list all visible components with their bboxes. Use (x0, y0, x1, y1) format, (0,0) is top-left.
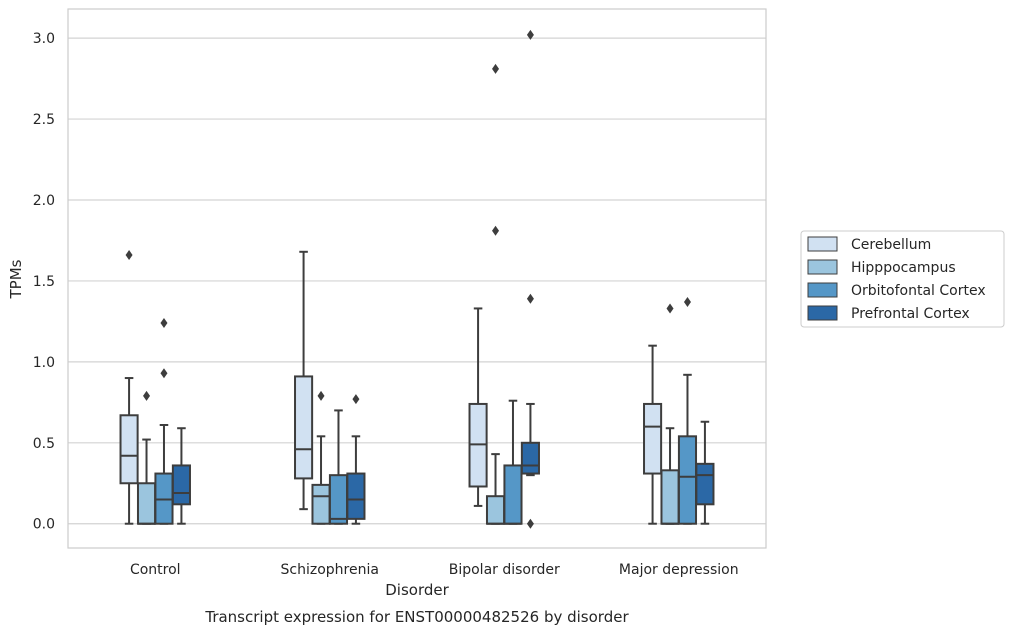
y-axis-title: TPMs (7, 259, 25, 299)
box-2-2 (503, 399, 523, 525)
legend-swatch (807, 305, 838, 321)
box-0-1 (136, 390, 157, 525)
box-body (485, 495, 506, 525)
box-1-3 (346, 394, 366, 525)
outlier-point (143, 390, 151, 401)
box-1-0 (294, 250, 314, 511)
outlier-point (526, 29, 534, 40)
legend-swatch (807, 236, 838, 252)
x-tick-label: Schizophrenia (281, 562, 379, 578)
box-body (346, 472, 366, 520)
outlier-point (160, 318, 168, 329)
box-body (311, 483, 331, 525)
y-tick-label: 3.0 (33, 31, 55, 47)
box-body (136, 482, 157, 525)
legend-label: Cerebellum (851, 237, 931, 253)
box-1-2 (328, 409, 349, 525)
outlier-point (666, 303, 674, 314)
outlier-point (125, 250, 133, 261)
outlier-point (352, 394, 360, 405)
plot-area-frame (67, 8, 767, 549)
x-tick-labels: Control Schizophrenia Bipolar disorder Majo… (130, 562, 739, 578)
legend-items: Cerebellum Hipppocampus Orbitofontal Corte… (807, 236, 986, 322)
box-0-2 (154, 318, 174, 525)
box-0-0 (119, 250, 139, 525)
y-tick-labels: 0.0 0.5 1.0 1.5 2.0 2.5 3.0 (33, 31, 55, 533)
x-tick-label: Control (130, 562, 181, 578)
y-tick-label: 1.5 (33, 274, 55, 290)
box-3-1 (660, 303, 680, 525)
y-tick-label: 1.0 (33, 355, 55, 371)
legend-swatch (807, 282, 838, 298)
legend-frame (800, 230, 1005, 328)
boxes (119, 29, 715, 529)
box-body (294, 375, 314, 480)
box-2-0 (468, 307, 488, 507)
y-tick-label: 2.5 (33, 112, 55, 128)
grid-lines (68, 37, 766, 525)
box-2-1 (485, 63, 506, 525)
chart-caption: Transcript expression for ENST0000048252… (204, 608, 629, 626)
box-3-3 (695, 420, 715, 525)
box-body (503, 464, 523, 525)
box-body (695, 462, 715, 506)
outlier-point (526, 293, 534, 304)
outlier-point (492, 63, 500, 74)
y-tick-label: 0.0 (33, 517, 55, 533)
box-3-0 (643, 344, 663, 525)
y-tick-label: 2.0 (33, 193, 55, 209)
outlier-point (492, 225, 500, 236)
box-0-3 (171, 427, 191, 525)
box-2-3 (520, 29, 540, 529)
x-tick-label: Major depression (619, 562, 739, 578)
box-body (171, 464, 191, 506)
box-3-2 (677, 296, 698, 525)
box-body (328, 474, 349, 525)
outlier-point (160, 368, 168, 379)
box-body (643, 402, 663, 475)
legend: Cerebellum Hipppocampus Orbitofontal Corte… (800, 230, 1005, 328)
legend-label: Orbitofontal Cortex (851, 283, 986, 299)
x-axis-title: Disorder (385, 581, 449, 599)
outlier-point (683, 296, 691, 307)
box-body (660, 469, 680, 525)
box-1-1 (311, 390, 331, 525)
legend-swatch (807, 259, 838, 275)
box-body (520, 441, 540, 475)
box-body (119, 414, 139, 485)
x-tick-label: Bipolar disorder (449, 562, 560, 578)
y-tick-label: 0.5 (33, 436, 55, 452)
box-body (677, 435, 698, 525)
outlier-point (317, 390, 325, 401)
outlier-point (526, 518, 534, 529)
legend-label: Prefrontal Cortex (851, 306, 970, 322)
legend-label: Hipppocampus (851, 260, 956, 276)
